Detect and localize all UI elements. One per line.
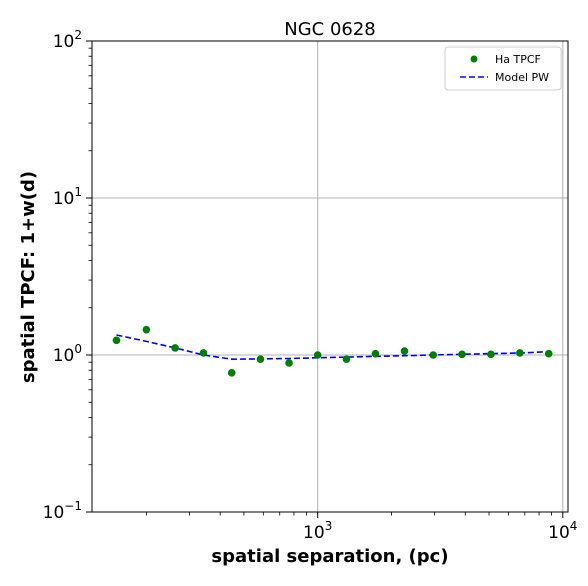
- legend-marker-points: [470, 55, 478, 63]
- y-axis-label: spatial TPCF: 1+w(d): [18, 171, 39, 383]
- data-point: [516, 349, 524, 357]
- x-axis-label: spatial separation, (pc): [211, 546, 448, 567]
- data-point: [313, 351, 322, 359]
- data-point: [429, 351, 438, 359]
- data-point: [171, 344, 179, 352]
- ticks: 103 104 10−1 100 101 102: [43, 28, 578, 543]
- legend: Ha TPCF Model PW: [444, 46, 562, 91]
- chart-title: NGC 0628: [284, 19, 376, 40]
- model-line: [116, 334, 549, 361]
- plot-frame: [91, 40, 569, 513]
- data-point: [142, 325, 151, 334]
- data-point: [458, 350, 466, 359]
- data-point: [256, 355, 265, 364]
- data-point: [400, 347, 409, 355]
- legend-label: Ha TPCF: [495, 53, 541, 66]
- data-point: [342, 355, 351, 364]
- y-tick-label: 100: [53, 342, 82, 366]
- data-point: [544, 349, 553, 358]
- data-point: [285, 359, 293, 367]
- data-point: [487, 350, 495, 359]
- data-point: [112, 336, 121, 345]
- y-tick-label: 101: [53, 185, 82, 209]
- x-tick-label: 103: [303, 519, 332, 543]
- data-point: [199, 349, 208, 357]
- x-tick-label: 104: [548, 519, 577, 543]
- data-point: [371, 349, 380, 358]
- y-tick-label: 102: [53, 28, 82, 52]
- legend-label: Model PW: [495, 71, 549, 84]
- series-layer: [112, 325, 553, 377]
- data-point: [227, 369, 236, 377]
- y-tick-label: 10−1: [43, 499, 82, 523]
